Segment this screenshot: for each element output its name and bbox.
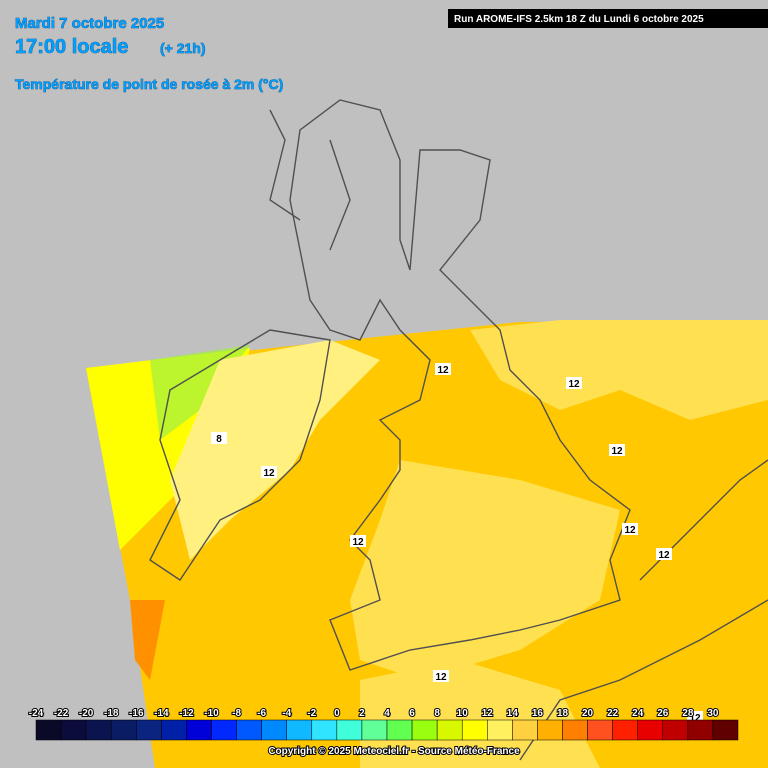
- contour-label-bg: [261, 466, 277, 478]
- legend-swatch: [60, 719, 87, 741]
- contour-label-bg: [211, 432, 227, 444]
- run-box: [448, 9, 768, 28]
- legend-tick-label: -10: [204, 708, 219, 719]
- parameter: Température de point de rosée à 2m (°C): [15, 76, 283, 92]
- contour-label: 12: [689, 713, 701, 724]
- legend-swatch: [662, 719, 689, 741]
- legend-tick-label: -4: [282, 708, 291, 719]
- legend-tick-label: 2: [359, 708, 365, 719]
- legend-swatch: [236, 719, 262, 741]
- legend-tick-label: 22: [607, 708, 619, 719]
- coastline: [149, 329, 331, 581]
- orange-zone: [130, 600, 165, 680]
- legend-tick-label: 26: [657, 708, 669, 719]
- legend-swatch: [587, 719, 613, 741]
- light-zone: [470, 320, 768, 420]
- legend-swatch: [436, 719, 463, 741]
- legend-tick-label: 4: [384, 708, 390, 719]
- legend-tick-label: -20: [79, 708, 94, 719]
- contour-label: 8: [216, 434, 222, 445]
- lead-time: (+ 21h): [160, 40, 206, 56]
- legend-swatch: [512, 719, 538, 741]
- legend-swatch: [712, 719, 739, 741]
- coastline: [269, 109, 351, 251]
- light-zone: [350, 460, 620, 680]
- legend-swatch: [211, 719, 237, 741]
- time: 17:00 locale: [15, 36, 128, 58]
- legend-swatch: [161, 719, 187, 741]
- contour-label: 12: [435, 672, 447, 683]
- legend-swatch: [386, 719, 413, 741]
- legend-tick-label: -16: [129, 708, 144, 719]
- legend-tick-label: 24: [632, 708, 644, 719]
- date: Mardi 7 octobre 2025: [15, 15, 164, 32]
- legend-tick-label: 14: [507, 708, 519, 719]
- legend-swatch: [687, 719, 714, 741]
- legend-swatch: [361, 719, 388, 741]
- legend-tick-label: 6: [409, 708, 415, 719]
- contour-label-bg: [622, 523, 638, 535]
- run-info: Run AROME-IFS 2.5km 18 Z du Lundi 6 octo…: [454, 14, 704, 25]
- legend-tick-label: 30: [707, 708, 719, 719]
- legend-swatch: [186, 719, 212, 741]
- legend: -24 -22 -20 -18 -16 -14 -12 -10 -8 -6 -4 -2 0 2 4 6 8 10 1…: [28, 707, 739, 741]
- legend-tick-label: -2: [307, 708, 316, 719]
- contour-labels: 12 12 12 8 12 12 12 12 12 12: [211, 363, 703, 724]
- contour-label: 12: [624, 525, 636, 536]
- legend-swatch: [461, 719, 488, 741]
- contour-label-bg: [566, 377, 582, 389]
- contour-label: 12: [658, 550, 670, 561]
- legend-tick-label: -8: [232, 708, 241, 719]
- coastline: [289, 99, 631, 671]
- legend-tick-label: 12: [482, 708, 494, 719]
- legend-swatch: [336, 719, 363, 741]
- contour-label: 12: [437, 365, 449, 376]
- legend-swatch: [261, 719, 287, 741]
- legend-tick-label: 8: [434, 708, 440, 719]
- legend-tick-label: -12: [179, 708, 194, 719]
- legend-tick-label: 16: [532, 708, 544, 719]
- contour-label-bg: [350, 535, 366, 547]
- legend-swatch: [136, 719, 162, 741]
- legend-swatch: [286, 719, 313, 741]
- legend-swatch: [411, 719, 438, 741]
- legend-swatch: [612, 719, 638, 741]
- legend-swatch: [35, 719, 62, 741]
- legend-tick-label: -18: [104, 708, 119, 719]
- contour-label-bg: [433, 670, 449, 682]
- legend-tick-label: 20: [582, 708, 594, 719]
- copyright: Copyright © 2025 Meteociel.fr - Source M…: [268, 746, 520, 757]
- legend-swatch: [562, 719, 588, 741]
- legend-swatch: [537, 719, 563, 741]
- legend-tick-label: 0: [334, 708, 340, 719]
- contour-label: 12: [568, 379, 580, 390]
- pale-zone: [170, 340, 380, 560]
- legend-swatch: [110, 719, 137, 741]
- legend-tick-label: 18: [557, 708, 569, 719]
- legend-tick-label: -14: [154, 708, 169, 719]
- legend-swatch: [637, 719, 664, 741]
- contour-label-bg: [656, 548, 672, 560]
- legend-tick-label: 10: [457, 708, 469, 719]
- contour-label: 12: [611, 446, 623, 457]
- legend-tick-label: -6: [257, 708, 266, 719]
- legend-swatch: [85, 719, 112, 741]
- legend-tick-label: -24: [29, 708, 44, 719]
- contour-label: 12: [352, 537, 364, 548]
- light-zone: [360, 660, 600, 768]
- contour-label-bg: [609, 444, 625, 456]
- legend-tick-label: 28: [682, 708, 694, 719]
- legend-tick-label: -22: [54, 708, 69, 719]
- contour-label-bg: [435, 363, 451, 375]
- legend-swatch: [487, 719, 513, 741]
- legend-swatch: [311, 719, 338, 741]
- contour-label: 12: [263, 468, 275, 479]
